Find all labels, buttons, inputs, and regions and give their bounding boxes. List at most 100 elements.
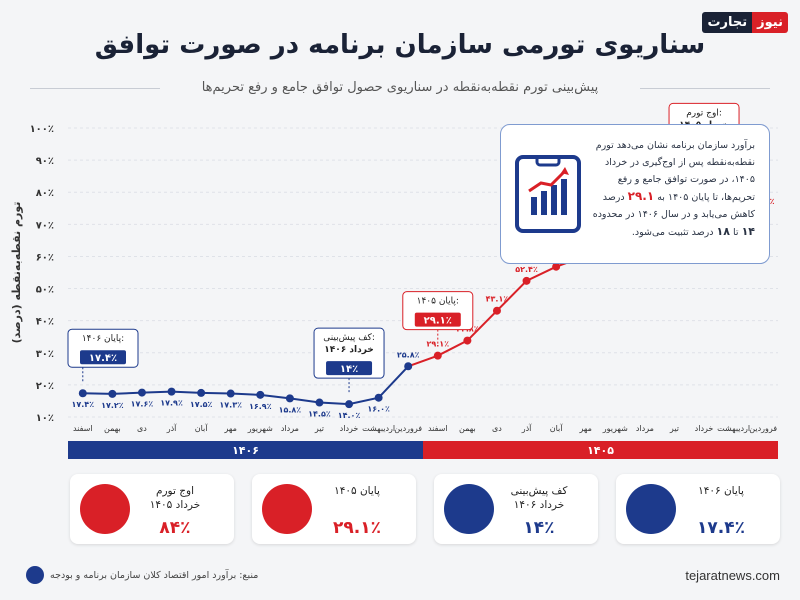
callout-value-2: ۱۴ [741,225,755,238]
callout-text-1: برآورد سازمان برنامه نشان می‌دهد تورم نق… [595,140,755,203]
data-point [108,389,117,398]
annotation-title: اوج تورم: [686,108,722,118]
data-label: ۱۷.۵٪ [190,400,213,409]
year-label: ۱۴۰۵ [587,444,614,457]
data-label: ۵۲.۴٪ [515,265,538,274]
data-point [404,362,413,371]
year-label: ۱۴۰۶ [232,444,259,457]
card-end-1405: پایان ۱۴۰۵ ۲۹.۱٪ [252,474,416,544]
annotation-value: ۱۷.۴٪ [89,353,117,364]
data-label: ۲۵.۸٪ [397,350,420,359]
page-subtitle: پیش‌بینی تورم نقطه‌به‌نقطه در سناریوی حص… [201,80,599,95]
x-tick-label: آبان [550,423,564,433]
page-title: سناریوی تورمی سازمان برنامه در صورت تواف… [94,30,706,60]
callout-text-3: درصد تثبیت می‌شود. [631,227,714,238]
data-point [463,336,472,345]
data-label: ۲۹.۱٪ [427,340,450,349]
card-floor-title: کف پیش‌بینی [510,485,568,497]
y-tick-label: ۱۰٪ [36,413,54,424]
annotation-value: ۱۴٪ [340,364,358,375]
data-point [226,389,235,398]
card-peak-sub: خرداد ۱۴۰۵ [149,499,201,511]
x-tick-label: بهمن [459,424,476,433]
x-tick-label: آبان [195,423,209,433]
data-label: ۱۶.۹٪ [249,402,272,411]
data-point [137,388,146,397]
x-tick-label: اسفند [73,424,93,433]
callout-value-3: ۱۸ [716,225,730,238]
x-tick-label: شهریور [247,424,273,433]
info-callout: برآورد سازمان برنامه نشان می‌دهد تورم نق… [500,124,770,264]
x-tick-label: فروردین [749,424,777,433]
x-tick-label: اردیبهشت [362,424,395,433]
card-floor: کف پیش‌بینی خرداد ۱۴۰۶ ۱۴٪ [434,474,598,544]
data-label: ۱۷.۲٪ [101,401,124,410]
card-peak: اوج تورم خرداد ۱۴۰۵ ۸۴٪ [70,474,234,544]
y-tick-label: ۴۰٪ [36,317,54,328]
x-tick-label: آذر [166,423,177,433]
card-floor-sub: خرداد ۱۴۰۶ [513,499,565,511]
year-band [423,441,778,459]
card-peak-title: اوج تورم [155,485,195,497]
site-url: tejaratnews.com [685,568,780,583]
callout-text-2: درصد کاهش می‌یابد و در سال ۱۴۰۶ در محدود… [592,192,755,220]
annotation-sub: خرداد ۱۴۰۶ [324,345,374,355]
x-tick-label: تیر [669,424,679,433]
clipboard-chart-icon [515,153,581,233]
data-label: ۱۷.۳٪ [219,401,242,410]
card-end-1406-title: پایان ۱۴۰۶ [698,485,744,497]
brand-part2: نیوز [752,12,788,33]
data-point [315,398,324,407]
source-note: منبع: برآورد امور اقتصاد کلان سازمان برن… [50,570,259,581]
x-tick-label: دی [492,424,502,433]
annotation-value-bg [414,312,461,327]
annotation-title: کف پیش‌بینی: [323,333,375,343]
card-end-1406-value: ۱۷.۴٪ [697,518,745,538]
annotation-value-bg [326,361,373,376]
y-tick-label: ۸۰٪ [36,188,54,199]
card-floor-value: ۱۴٪ [523,518,555,538]
callout-text-mid: تا [732,227,739,238]
subtitle-divider-left [30,88,160,89]
x-tick-label: اسفند [428,424,448,433]
data-point [256,390,265,399]
data-label: ۱۴.۵٪ [308,410,331,419]
calendar-icon [262,484,312,534]
callout-value-1: ۲۹.۱ [627,189,655,203]
data-point [197,388,206,397]
data-point [285,394,294,403]
card-end-1406: پایان ۱۴۰۶ ۱۷.۴٪ [616,474,780,544]
x-tick-label: خرداد [340,424,359,433]
x-tick-label: شهریور [602,424,628,433]
x-tick-label: آذر [521,423,532,433]
data-label: ۱۵.۸٪ [279,405,302,414]
y-tick-label: ۲۰٪ [36,381,54,392]
y-tick-label: ۱۰۰٪ [30,124,54,135]
brand-part1: تجارت [702,12,753,33]
y-tick-label: ۹۰٪ [36,156,54,167]
annotation-title: پایان ۱۴۰۵: [417,297,459,307]
annotation-title: پایان ۱۴۰۶: [82,334,124,344]
data-point [78,389,87,398]
data-point [552,262,561,271]
series-line [82,365,409,406]
summary-cards: اوج تورم خرداد ۱۴۰۵ ۸۴٪ پایان ۱۴۰۵ ۲۹.۱٪… [70,474,780,544]
card-peak-value: ۸۴٪ [159,518,191,538]
inflation-line-chart: ۱۰٪ ۲۰٪ ۳۰٪ ۴۰٪ ۵۰٪ ۶۰٪ ۷۰٪ ۸۰٪ ۹۰٪ ۱۰۰٪ تورم نقطه… [10,102,778,459]
data-label: ۱۷.۶٪ [131,400,154,409]
brand-logo: تجارت نیوز [702,12,788,33]
year-band [68,441,423,459]
data-label: ۴۳.۱٪ [486,295,509,304]
target-icon [626,484,676,534]
data-label: ۱۴.۰٪ [338,411,361,420]
y-axis-label: تورم نقطه‌به‌نقطه (درصد) [10,202,23,344]
subtitle-divider-right [640,88,770,89]
data-point [492,306,501,315]
x-tick-label: مهر [579,424,592,433]
data-point [374,393,383,402]
y-tick-label: ۵۰٪ [36,285,54,296]
falling-chart-icon [444,484,494,534]
x-tick-label: اردیبهشت [717,424,750,433]
x-tick-label: تیر [314,424,324,433]
y-tick-label: ۳۰٪ [36,349,54,360]
